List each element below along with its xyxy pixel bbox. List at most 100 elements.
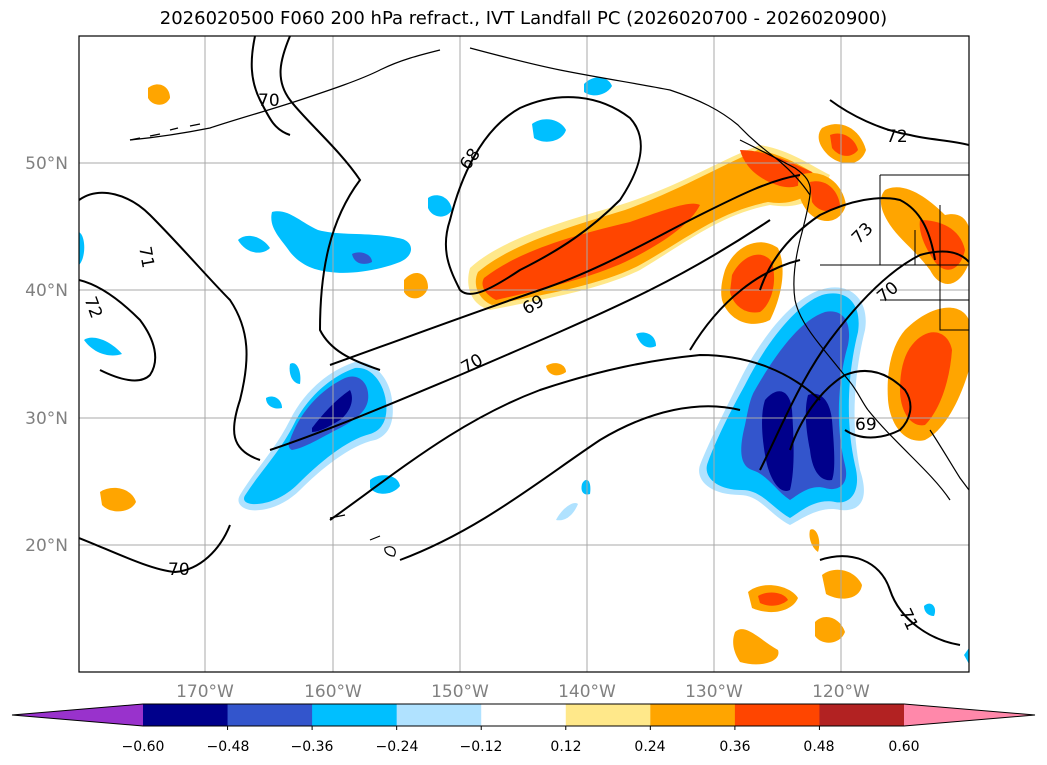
positive-blob-nw [148, 84, 170, 105]
map-title: 2026020500 F060 200 hPa refract., IVT La… [159, 8, 888, 29]
colorbar-segment [227, 704, 313, 726]
negative-w-small3 [532, 119, 566, 142]
lat-label-50n: 50°N [25, 154, 68, 174]
contour-73 [759, 197, 936, 291]
positive-blob-s1-core [758, 592, 788, 606]
colorbar-segment [481, 704, 567, 726]
hawaii [329, 514, 396, 557]
contour-69-jet [329, 174, 801, 366]
contour-70-south [329, 353, 821, 521]
lon-label-120w: 120°W [812, 682, 870, 702]
negative-west-band-core [352, 252, 372, 264]
negative-w-small7 [370, 475, 400, 494]
colorbar-extend-min [12, 704, 143, 726]
colorbar-tick-label: 0.24 [634, 739, 665, 755]
positive-blob-mid [546, 363, 566, 376]
contour-label-72-w: 72 [80, 294, 106, 321]
baja-coast [867, 409, 951, 501]
mexico-coast [929, 429, 969, 491]
negative-w-small12 [924, 603, 936, 616]
coastlines [129, 47, 969, 557]
positive-blob-ne-core [830, 133, 858, 156]
colorbar-extend-max [904, 704, 1035, 726]
lat-label-20n: 20°N [25, 536, 68, 556]
us-west-coast [793, 194, 869, 411]
contour-70-jet [269, 219, 771, 451]
positive-blob-s4 [822, 569, 862, 599]
negative-w-small5 [84, 337, 122, 356]
contour-72-ne [829, 99, 969, 146]
contour-71-west [79, 191, 261, 461]
map-content: 70 68 71 72 69 70 73 70 69 70 71 72 [79, 36, 969, 672]
contour-label-71-w: 71 [134, 245, 157, 270]
contour-label-69-e: 69 [855, 415, 877, 435]
positive-blob-interior-ne-core [919, 220, 965, 270]
positive-blob-w [404, 273, 428, 299]
negative-w-small9 [266, 396, 282, 409]
contour-label-70-nw: 70 [258, 91, 280, 111]
negative-hawaii-core [312, 390, 352, 432]
contour-lines [79, 36, 969, 646]
lon-label-170w: 170°W [176, 682, 234, 702]
positive-band-core-2 [740, 150, 812, 188]
colorbar-segment [396, 704, 482, 726]
negative-w-small2 [428, 195, 452, 217]
colorbar-outline [11, 703, 1036, 727]
colorbar-tick-label: −0.36 [291, 739, 334, 755]
colorbar-labels: −0.60 −0.48 −0.36 −0.24 −0.12 0.12 0.24 … [122, 739, 920, 755]
positive-blob-s2 [733, 629, 779, 665]
negative-w-small4 [584, 77, 612, 96]
us-border [820, 174, 969, 331]
colorbar-tick-label: −0.60 [122, 739, 165, 755]
colorbar-segment [819, 704, 905, 726]
colorbar-tick-label: −0.48 [207, 739, 250, 755]
contour-69-east [789, 370, 912, 451]
negative-w-small14 [964, 648, 969, 664]
aleutians [129, 123, 201, 141]
colorbar-segment [734, 704, 820, 726]
contour-70-north [250, 36, 381, 371]
contour-70-sw [79, 524, 231, 574]
positive-blob-s3 [815, 617, 845, 643]
contour-label-70-e: 70 [873, 278, 902, 307]
colorbar-tick-label: 0.12 [550, 739, 581, 755]
negative-w-small11 [581, 479, 591, 495]
colorbar-segment [143, 704, 229, 726]
lon-label-160w: 160°W [304, 682, 362, 702]
negative-w-small1 [238, 235, 270, 253]
contour-68 [444, 96, 642, 295]
contour-71-se [689, 259, 961, 646]
colorbar-segment [312, 704, 398, 726]
negative-big-core-2 [805, 393, 835, 481]
contour-label-71-se: 71 [894, 605, 921, 633]
colorbar-tick-label: 0.60 [888, 739, 919, 755]
lon-label-150w: 150°W [431, 682, 489, 702]
positive-blob-coast-core [810, 181, 840, 212]
negative-w-small8 [289, 363, 301, 384]
contour-label-70-sw: 70 [168, 560, 190, 580]
colorbar-tick-label: −0.24 [376, 739, 419, 755]
colorbar [11, 703, 1036, 730]
alaska-coast [129, 47, 811, 196]
contour-71-south [399, 405, 741, 561]
positive-blob-s5 [809, 529, 820, 552]
negative-west-band [271, 211, 412, 273]
colorbar-tick-label: 0.36 [719, 739, 750, 755]
lat-label-30n: 30°N [25, 409, 68, 429]
contour-label-73: 73 [848, 219, 877, 248]
plot-frame [78, 35, 970, 673]
positive-band-core [482, 203, 700, 300]
positive-blob-sw-usa-core [900, 332, 952, 426]
lon-label-130w: 130°W [685, 682, 743, 702]
negative-w-small13 [79, 232, 85, 265]
gridlines [79, 36, 969, 672]
colorbar-segment [565, 704, 651, 726]
lon-label-140w: 140°W [558, 682, 616, 702]
contour-label-72-ne: 72 [886, 127, 908, 147]
colorbar-tick-label: −0.12 [460, 739, 503, 755]
contour-72-west [79, 279, 157, 382]
longitude-labels: 170°W 160°W 150°W 140°W 130°W 120°W [176, 682, 870, 702]
canada-coast [739, 139, 811, 196]
negative-w-small6 [636, 332, 656, 348]
